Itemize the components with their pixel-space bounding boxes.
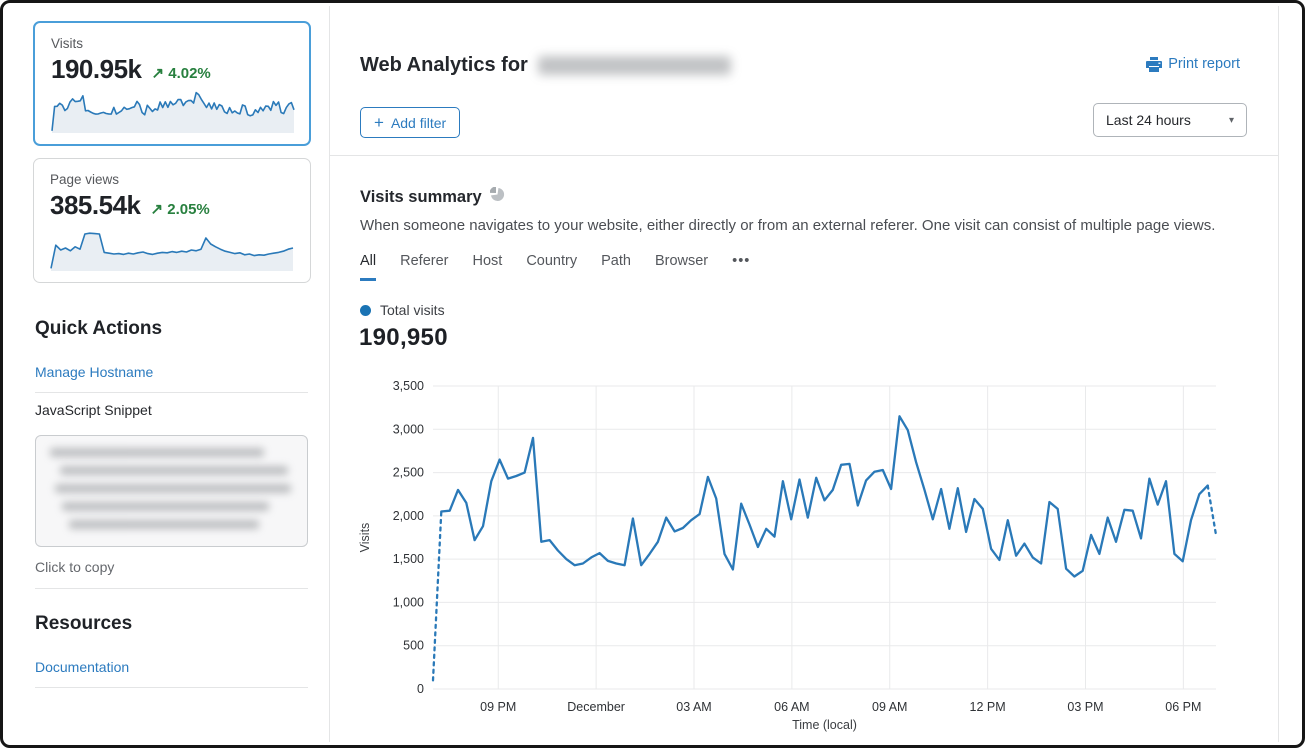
svg-text:3,000: 3,000 [393, 422, 424, 436]
plus-icon: + [374, 113, 384, 132]
metric-value: 385.54k [50, 190, 141, 220]
printer-icon [1146, 56, 1163, 72]
total-visits-value: 190,950 [359, 324, 448, 351]
tab-more[interactable]: ••• [732, 253, 751, 269]
tab-host[interactable]: Host [472, 253, 503, 269]
pie-chart-icon [489, 186, 505, 207]
legend-label: Total visits [380, 302, 445, 318]
svg-text:06 PM: 06 PM [1165, 700, 1201, 714]
metric-value: 190.95k [51, 54, 142, 84]
svg-text:12 PM: 12 PM [970, 700, 1006, 714]
svg-text:Visits: Visits [358, 523, 372, 553]
documentation-link[interactable]: Documentation [35, 659, 130, 675]
click-to-copy-hint: Click to copy [35, 559, 115, 575]
summary-tabs: All Referer Host Country Path Browser ••• [360, 253, 750, 281]
tab-referer[interactable]: Referer [400, 253, 449, 269]
quick-actions-heading: Quick Actions [35, 318, 163, 339]
svg-text:06 AM: 06 AM [774, 700, 809, 714]
resources-heading: Resources [35, 613, 133, 634]
svg-text:0: 0 [417, 682, 424, 696]
javascript-snippet-box[interactable] [35, 435, 308, 547]
javascript-snippet-label: JavaScript Snippet [35, 402, 152, 418]
page-title: Web Analytics for [360, 54, 731, 77]
trend-up-icon: ↗ [150, 201, 164, 218]
svg-text:3,500: 3,500 [393, 379, 424, 393]
svg-text:1,500: 1,500 [393, 552, 424, 566]
svg-text:03 PM: 03 PM [1067, 700, 1103, 714]
svg-text:03 AM: 03 AM [676, 700, 711, 714]
header-divider [330, 155, 1278, 156]
metric-delta: ↗ 4.02% [151, 65, 211, 82]
visits-line-chart: 0 500 1,000 1,500 2,000 2,500 3,000 3,500 09 PM D… [358, 379, 1218, 732]
visits-summary-title: Visits summary [360, 186, 505, 207]
tab-browser[interactable]: Browser [654, 253, 709, 269]
metric-label: Page views [50, 172, 120, 187]
svg-text:1,000: 1,000 [393, 595, 424, 609]
tab-all[interactable]: All [360, 253, 377, 281]
add-filter-button[interactable]: + Add filter [360, 107, 461, 138]
svg-text:500: 500 [403, 639, 424, 653]
divider [35, 588, 308, 589]
chart-legend: Total visits [360, 302, 445, 318]
svg-text:2,000: 2,000 [393, 509, 424, 523]
visits-sparkline-chart [51, 91, 295, 133]
metric-delta: ↗ 2.05% [150, 201, 210, 218]
redacted-domain [537, 56, 731, 75]
print-report-button[interactable]: Print report [1146, 56, 1240, 72]
sidebar-divider [329, 6, 330, 742]
time-range-value: Last 24 hours [1106, 112, 1191, 128]
pageviews-sparkline-chart [50, 232, 294, 271]
svg-text:09 AM: 09 AM [872, 700, 907, 714]
legend-dot-icon [360, 304, 371, 316]
tab-path[interactable]: Path [601, 253, 631, 269]
metric-label: Visits [51, 36, 84, 51]
divider [35, 687, 308, 688]
visits-summary-description: When someone navigates to your website, … [360, 217, 1216, 234]
metric-card-pageviews[interactable]: Page views 385.54k ↗ 2.05% [33, 158, 311, 283]
tab-country[interactable]: Country [526, 253, 578, 269]
svg-text:December: December [567, 700, 625, 714]
content-right-divider [1278, 6, 1279, 742]
time-range-select[interactable]: Last 24 hours ▾ [1093, 103, 1247, 137]
svg-text:Time (local): Time (local) [792, 718, 857, 732]
chevron-down-icon: ▾ [1228, 114, 1234, 126]
svg-text:2,500: 2,500 [393, 466, 424, 480]
metric-card-visits[interactable]: Visits 190.95k ↗ 4.02% [33, 21, 311, 146]
manage-hostname-link[interactable]: Manage Hostname [35, 364, 154, 380]
divider [35, 392, 308, 393]
svg-text:09 PM: 09 PM [480, 700, 516, 714]
trend-up-icon: ↗ [151, 65, 165, 82]
